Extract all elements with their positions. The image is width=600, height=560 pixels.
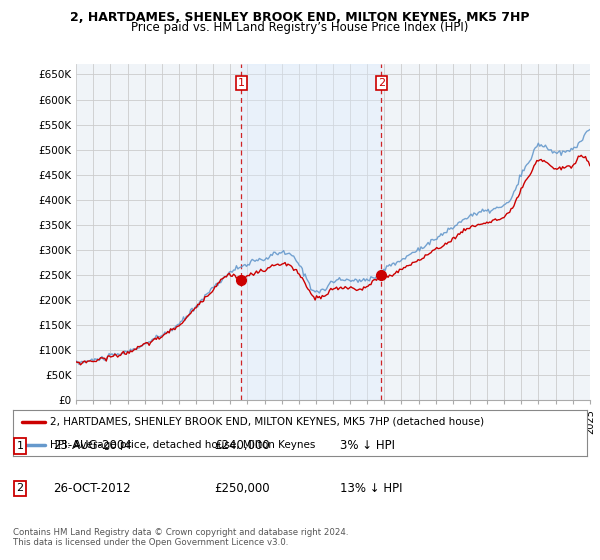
Text: 2: 2 bbox=[378, 78, 385, 88]
Text: 3% ↓ HPI: 3% ↓ HPI bbox=[340, 440, 395, 452]
Text: 26-OCT-2012: 26-OCT-2012 bbox=[53, 482, 131, 495]
Text: 1: 1 bbox=[17, 441, 23, 451]
Text: Contains HM Land Registry data © Crown copyright and database right 2024.
This d: Contains HM Land Registry data © Crown c… bbox=[13, 528, 349, 547]
Bar bbox=[241, 64, 381, 400]
Text: £240,000: £240,000 bbox=[214, 440, 270, 452]
Text: 2, HARTDAMES, SHENLEY BROOK END, MILTON KEYNES, MK5 7HP (detached house): 2, HARTDAMES, SHENLEY BROOK END, MILTON … bbox=[50, 417, 485, 427]
Text: £250,000: £250,000 bbox=[214, 482, 269, 495]
Text: 23-AUG-2004: 23-AUG-2004 bbox=[53, 440, 132, 452]
Text: Price paid vs. HM Land Registry’s House Price Index (HPI): Price paid vs. HM Land Registry’s House … bbox=[131, 21, 469, 34]
Text: 2, HARTDAMES, SHENLEY BROOK END, MILTON KEYNES, MK5 7HP: 2, HARTDAMES, SHENLEY BROOK END, MILTON … bbox=[70, 11, 530, 24]
Text: 1: 1 bbox=[238, 78, 245, 88]
Text: 2: 2 bbox=[17, 483, 23, 493]
Text: 13% ↓ HPI: 13% ↓ HPI bbox=[340, 482, 403, 495]
Text: HPI: Average price, detached house, Milton Keynes: HPI: Average price, detached house, Milt… bbox=[50, 440, 316, 450]
